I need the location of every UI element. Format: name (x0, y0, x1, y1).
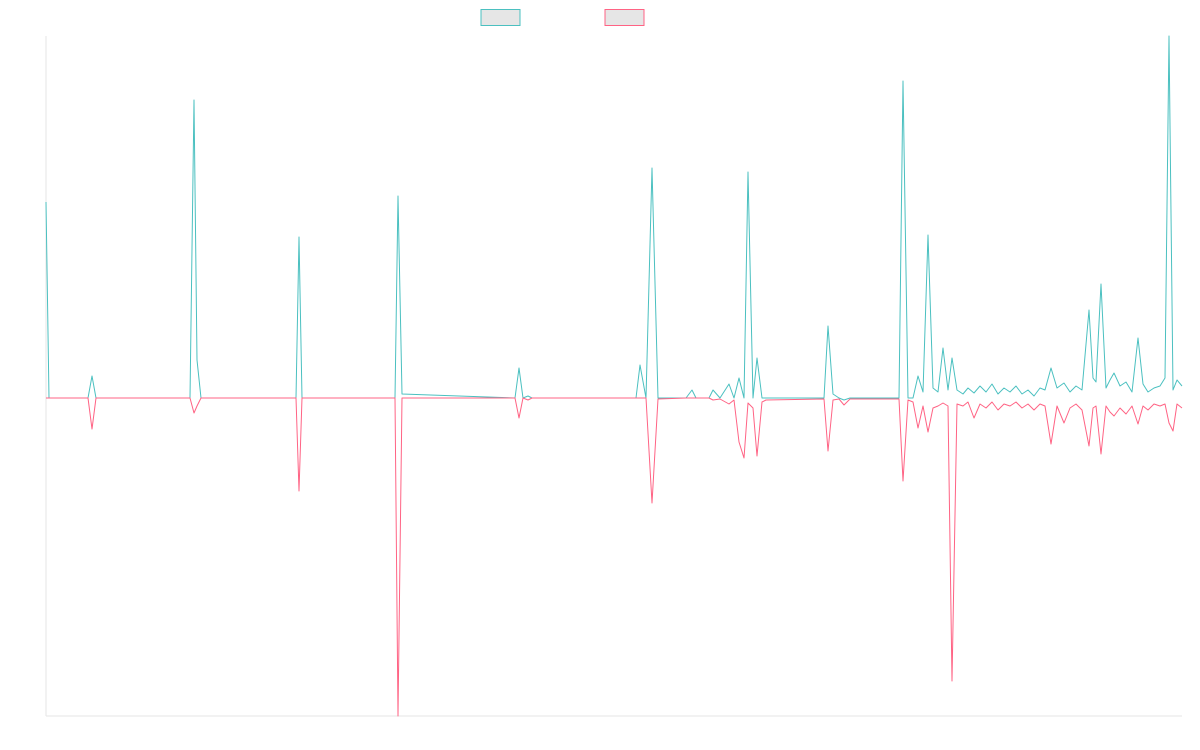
series-line (46, 397, 1183, 717)
legend-swatch[interactable] (604, 9, 645, 26)
legend-swatch[interactable] (480, 9, 521, 26)
series-line (45, 35, 1183, 401)
